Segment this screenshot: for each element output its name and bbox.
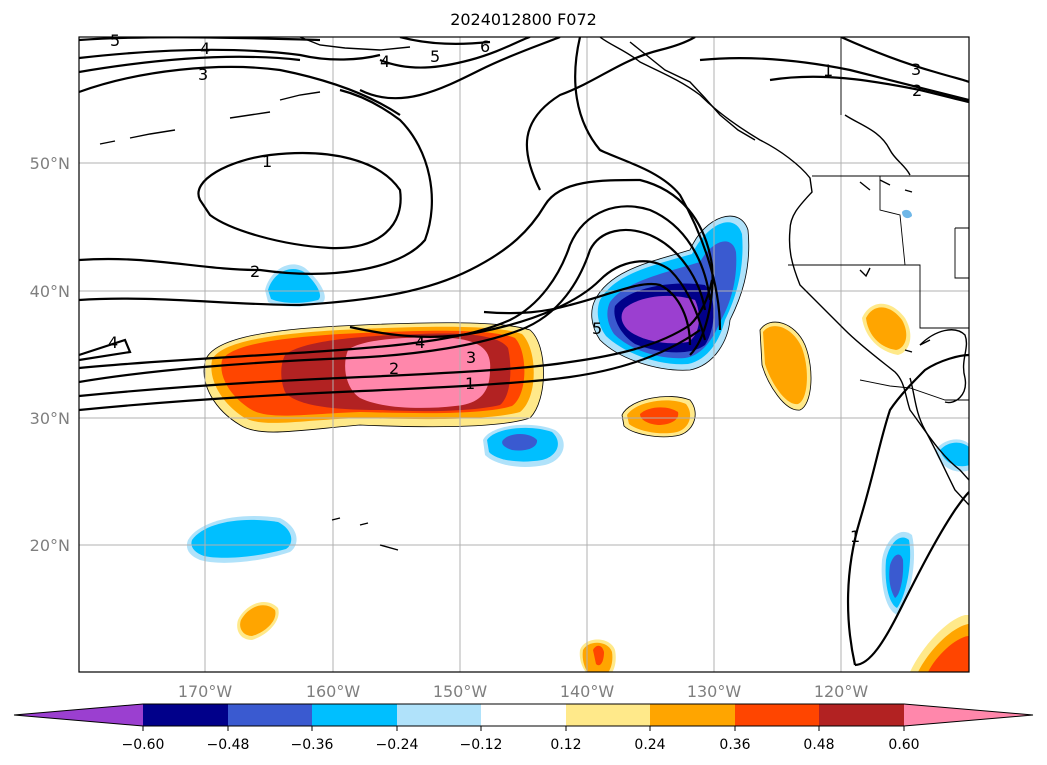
contour-label: 1 [465,374,475,393]
colorbar-tick-label: 0.12 [550,737,581,753]
contour-label: 2 [389,359,399,378]
lon-tick-label: 120°W [814,682,869,701]
contour-label: 1 [823,61,833,80]
lon-tick-label: 130°W [687,682,742,701]
colorbar-tick-label: 0.36 [719,737,750,753]
colorbar-tick-label: −0.24 [376,737,419,753]
contour-label: 4 [380,52,390,71]
contour-label: 3 [466,348,476,367]
colorbar-segment [481,704,566,726]
contour-label: 3 [911,60,921,79]
colorbar-tick-label: 0.48 [803,737,834,753]
map-title: 2024012800 F072 [450,10,597,29]
colorbar-segment [650,704,735,726]
colorbar-tick-label: −0.12 [460,737,503,753]
lon-tick-label: 140°W [560,682,615,701]
colorbar-segment [397,704,481,726]
contour-labels: 5 4 3 6 4 5 1 3 2 1 2 4 5 4 2 3 1 1 [108,31,922,546]
colorbar-tick-label: 0.60 [888,737,919,753]
contour-label: 3 [198,65,208,84]
lat-tick-label: 50°N [30,154,70,173]
colorbar-extend-high [904,704,1033,726]
colorbar-segment [819,704,904,726]
contour-label: 2 [912,81,922,100]
colorbar-ticks [142,726,905,731]
colorbar-tick-label: −0.48 [207,737,250,753]
graticule [79,37,969,672]
colorbar-tick-label: 0.24 [634,737,665,753]
map-frame [78,36,970,673]
contour-label: 4 [200,39,210,58]
lon-tick-label: 170°W [178,682,233,701]
colorbar: −0.60 −0.48 −0.36 −0.24 −0.12 0.12 0.24 … [13,703,1034,753]
colorbar-segment [143,704,228,726]
contour-label: 5 [430,47,440,66]
lon-tick-label: 160°W [306,682,361,701]
lat-tick-label: 20°N [30,536,70,555]
colorbar-extend-low [14,704,143,726]
contour-label: 5 [592,319,602,338]
latitude-tick-labels: 50°N 40°N 30°N 20°N [30,154,70,555]
height-contours [79,37,969,667]
contour-label: 1 [850,527,860,546]
contour-label: 2 [250,262,260,281]
borders [788,37,969,401]
colorbar-segment [735,704,819,726]
coastlines [99,37,969,551]
contour-label: 1 [262,152,272,171]
colorbar-tick-label: −0.60 [122,737,165,753]
contour-label: 4 [108,333,118,352]
lat-tick-label: 40°N [30,282,70,301]
contour-label: 4 [415,333,425,352]
longitude-tick-labels: 170°W 160°W 150°W 140°W 130°W 120°W [178,682,869,701]
lat-tick-label: 30°N [30,409,70,428]
contour-label: 6 [480,37,490,56]
colorbar-tick-label: −0.36 [291,737,334,753]
colorbar-segment [228,704,312,726]
colorbar-segment [312,704,397,726]
colorbar-segment [566,704,650,726]
contour-label: 5 [110,31,120,50]
lon-tick-label: 150°W [433,682,488,701]
